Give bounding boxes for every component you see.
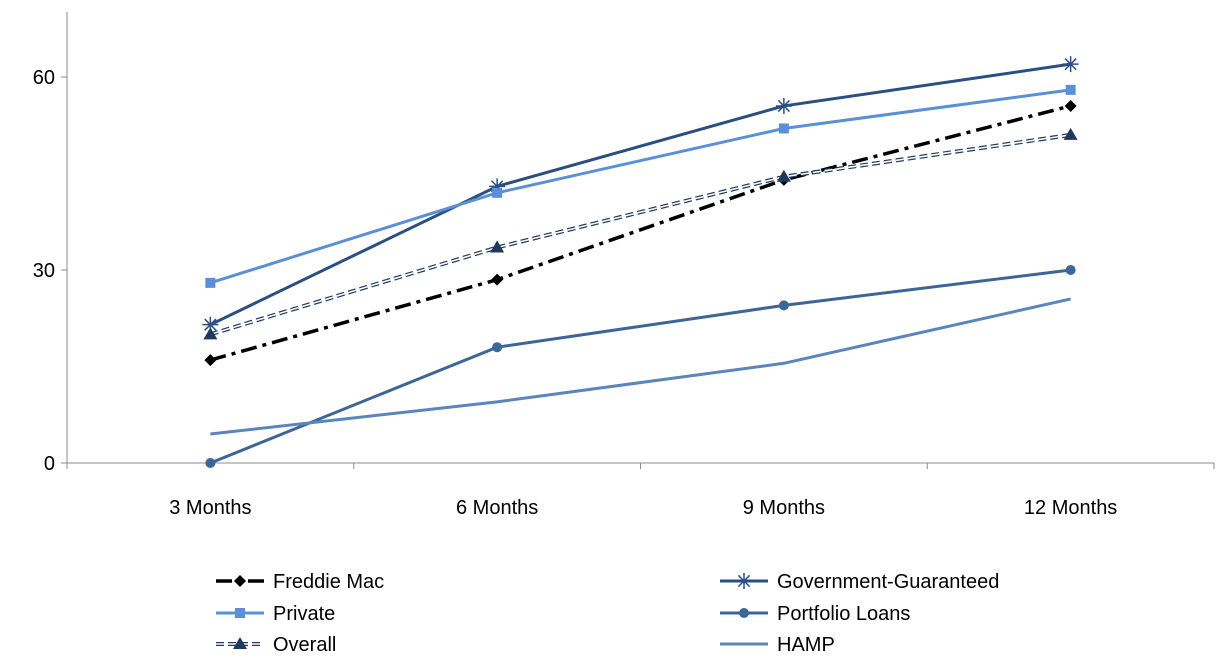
x-tick-label: 3 Months (169, 497, 251, 519)
legend-item-government-guaranteed: Government-Guaranteed (720, 571, 999, 593)
data-point-government-guaranteed (1062, 56, 1079, 73)
series-line-overall-inner (210, 134, 1071, 336)
data-point-private (1065, 84, 1076, 95)
legend-marker-overall (233, 637, 247, 649)
data-point-portfolio-loans (205, 458, 216, 468)
series-line-government-guaranteed (209, 62, 1071, 327)
legend-item-private: Private (216, 603, 335, 625)
data-point-freddie-mac (491, 273, 504, 286)
legend-label-hamp: HAMP (777, 634, 835, 656)
data-point-overall (490, 240, 505, 253)
legend-item-portfolio-loans: Portfolio Loans (720, 603, 910, 625)
data-point-portfolio-loans (1065, 265, 1076, 275)
legend-marker-private (235, 608, 245, 618)
series-line-freddie-mac (209, 104, 1072, 362)
series-portfolio-loans (205, 265, 1076, 468)
legend-label-overall: Overall (273, 634, 336, 656)
legend-label-portfolio-loans: Portfolio Loans (777, 603, 910, 625)
series-private (205, 84, 1076, 288)
legend-marker-government-guaranteed (736, 573, 752, 589)
y-tick-label: 30 (33, 260, 55, 282)
legend-marker-portfolio-loans (739, 608, 749, 618)
legend-marker-freddie-mac (234, 575, 246, 587)
data-point-freddie-mac (204, 354, 217, 367)
data-point-portfolio-loans (778, 300, 789, 311)
x-tick-label: 9 Months (743, 497, 825, 519)
series-line-private (209, 88, 1071, 285)
series-overall (203, 127, 1078, 340)
series-layer (202, 56, 1079, 468)
chart-axes: 0 30 60 3 Months 6 Months 9 Months 12 Months (33, 12, 1215, 519)
y-tick-label: 60 (33, 67, 55, 89)
x-tick-label: 12 Months (1024, 497, 1117, 519)
data-point-freddie-mac (1064, 99, 1077, 112)
series-line-overall (209, 132, 1071, 337)
legend-item-freddie-mac: Freddie Mac (216, 571, 384, 593)
data-point-private (778, 123, 789, 134)
series-hamp (210, 297, 1071, 436)
data-point-private (205, 277, 216, 288)
data-point-overall (776, 169, 791, 182)
series-government-guaranteed (202, 56, 1079, 333)
data-point-overall (203, 327, 218, 340)
series-line-portfolio-loans (209, 268, 1071, 465)
legend-label-government-guaranteed: Government-Guaranteed (777, 571, 999, 593)
series-line-hamp (210, 297, 1071, 436)
legend-item-hamp: HAMP (720, 634, 835, 656)
data-point-government-guaranteed (775, 97, 792, 114)
data-point-private (492, 187, 503, 198)
series-freddie-mac (204, 99, 1077, 367)
legend: Freddie Mac Government-Guaranteed Private P… (216, 571, 999, 656)
data-point-overall (1063, 127, 1078, 140)
legend-item-overall: Overall (216, 634, 336, 656)
legend-label-freddie-mac: Freddie Mac (273, 571, 384, 593)
y-tick-label: 0 (44, 453, 55, 475)
data-point-portfolio-loans (492, 342, 503, 353)
legend-label-private: Private (273, 603, 335, 625)
x-tick-label: 6 Months (456, 497, 538, 519)
